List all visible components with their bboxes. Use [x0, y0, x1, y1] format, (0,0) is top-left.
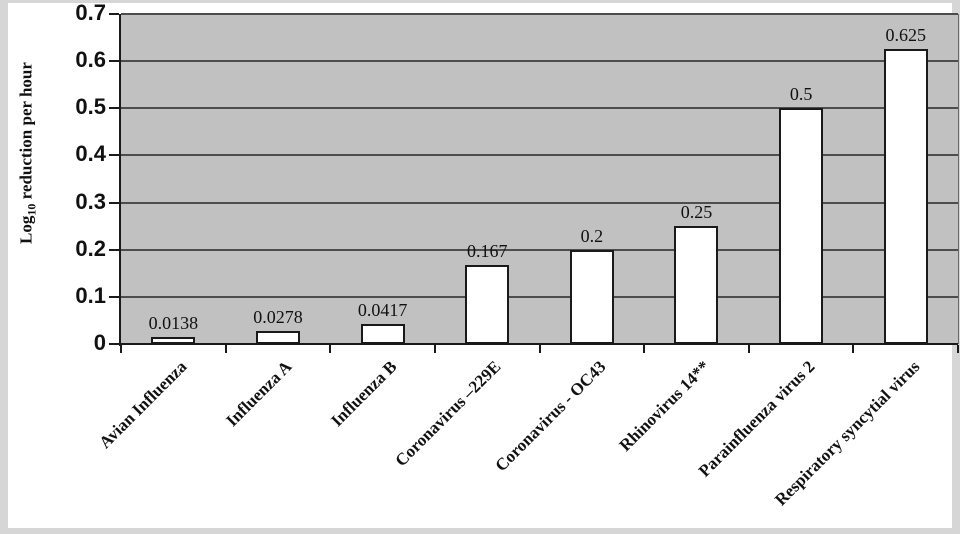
- y-axis-line: [119, 14, 121, 346]
- x-category-label-3: Influenza B: [326, 357, 400, 431]
- y-tick-label-0.4: 0.4: [75, 141, 106, 167]
- y-tick-label-0.3: 0.3: [75, 188, 106, 214]
- x-category-label-6: Rhinovirus 14**: [615, 357, 714, 455]
- x-category-label-5: Coronavirus - OC43: [491, 357, 610, 476]
- bar-value-label: 0.2: [580, 225, 604, 246]
- y-axis-tick: [109, 343, 119, 345]
- bar-value-label: 0.0278: [253, 306, 303, 327]
- y-axis-tick: [109, 107, 119, 110]
- x-axis-tick: [957, 345, 959, 353]
- x-category-label-4: Coronavirus –229E: [391, 357, 505, 471]
- x-axis-tick: [643, 345, 646, 353]
- x-category-label-7: Parainfluenza virus 2: [694, 357, 819, 481]
- bar-value-label: 0.625: [885, 25, 926, 46]
- x-axis-tick: [538, 345, 541, 353]
- y-gridline-0.7: [121, 13, 958, 15]
- plot-area: [121, 14, 959, 344]
- y-axis-title-rest: reduction per hour: [16, 62, 36, 204]
- y-tick-label-0.6: 0.6: [75, 47, 106, 73]
- y-tick-label-0.2: 0.2: [75, 235, 106, 261]
- y-tick-label-0: 0: [93, 330, 106, 355]
- x-category-label-1: Avian Influenza: [95, 357, 191, 453]
- y-tick-label-0.5: 0.5: [75, 94, 106, 120]
- bar-7: [779, 108, 824, 344]
- y-tick-label-0.7: 0.7: [75, 0, 106, 25]
- x-axis-tick: [747, 345, 750, 353]
- bar-value-label: 0.0138: [148, 313, 199, 334]
- bar-6: [674, 226, 719, 344]
- bar-value-label: 0.167: [466, 241, 508, 262]
- bar-8: [883, 49, 928, 344]
- y-tick-label-0.1: 0.1: [75, 282, 106, 308]
- x-axis-tick: [433, 345, 436, 353]
- x-axis-tick: [120, 345, 122, 353]
- y-axis-tick: [109, 295, 119, 298]
- y-gridline-0.4: [121, 154, 958, 157]
- bar-value-label: 0.25: [680, 202, 713, 223]
- y-axis-tick: [109, 13, 119, 15]
- x-axis-tick: [224, 345, 227, 353]
- bar-2: [255, 330, 300, 344]
- y-gridline-0.5: [121, 107, 958, 110]
- x-axis-tick: [329, 345, 332, 353]
- y-gridline-0.3: [121, 201, 958, 204]
- y-gridline-0.6: [121, 60, 958, 63]
- y-axis-tick: [109, 154, 119, 157]
- y-axis-tick: [109, 60, 119, 63]
- x-axis-line: [119, 343, 958, 345]
- bar-4: [465, 265, 510, 344]
- bar-3: [360, 324, 405, 344]
- bar-5: [569, 249, 614, 344]
- x-axis-tick: [852, 345, 855, 353]
- y-axis-tick: [109, 248, 119, 251]
- y-gridline-0.2: [121, 248, 958, 251]
- y-gridline-0.1: [121, 295, 958, 298]
- x-category-label-2: Influenza A: [222, 357, 296, 431]
- chart-panel: Log10 reduction per hour 0.0138 0.0278 0.0…: [8, 0, 959, 528]
- bar-value-label: 0.5: [789, 84, 813, 105]
- bar-value-label: 0.0417: [357, 300, 408, 321]
- y-axis-tick: [109, 201, 119, 204]
